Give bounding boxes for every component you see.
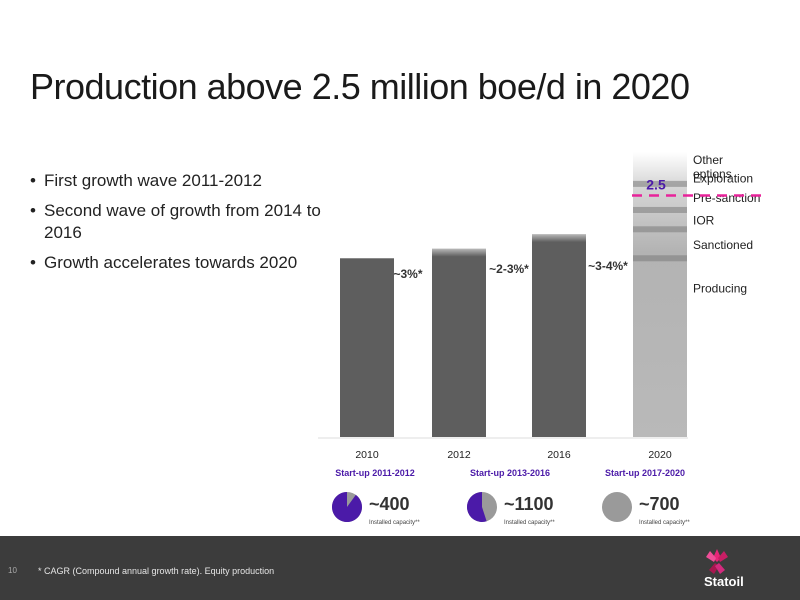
footer: 10 * CAGR (Compound annual growth rate).… [0,536,800,600]
legend-other-options: Other options [693,153,732,181]
bar-2016 [532,234,586,437]
legend-pre-sanction: Pre-sanction [693,191,760,205]
page-title: Production above 2.5 million boe/d in 20… [30,66,690,107]
x-tick-label: 2016 [547,449,571,461]
bullet-item: Second wave of growth from 2014 to 2016 [30,200,330,244]
bar-fade-2016 [532,228,586,243]
bullet-item: First growth wave 2011-2012 [30,170,330,192]
growth-label: ~3-4%* [588,259,628,273]
x-tick-label: 2010 [355,449,379,461]
production-chart: 2010 2012 2016 Producing Sanctioned IOR Pre-sa… [318,152,768,526]
growth-label: ~3%* [393,267,422,281]
bar-2020 [633,152,687,437]
startup-capacity-value: ~400 [369,494,410,514]
bullet-list: First growth wave 2011-2012 Second wave … [30,170,330,282]
x-tick-label: 2012 [447,449,471,461]
bullet-item: Growth accelerates towards 2020 [30,252,330,274]
bar-2012 [432,248,486,437]
startup-pie [602,492,632,522]
band-separator-3 [633,206,687,213]
band-separator-1 [633,255,687,262]
startup-pie-slice [467,492,487,523]
statoil-logo-icon [706,549,728,574]
legend-other-options-line: Other [693,153,723,167]
band-separator-4 [633,180,687,187]
startup-capacity-caption: Installed capacity** [639,520,690,526]
legend-exploration: Exploration [693,172,753,186]
startup-pie-slice [331,492,363,523]
legend-ior: IOR [693,214,715,228]
startup-label: Start-up 2011-2012 [335,468,415,478]
x-tick-label: 2020 [648,449,672,461]
logo-text: Statoil [704,574,744,589]
legend-sanctioned: Sanctioned [693,238,753,252]
startup-label: Start-up 2013-2016 [470,468,550,478]
startup-label: Start-up 2017-2020 [605,468,685,478]
bar-2010 [340,258,394,437]
target-label: 2.5 [646,176,666,192]
growth-label: ~2-3%* [489,262,529,276]
page-number: 10 [8,566,17,575]
startup-capacity-caption: Installed capacity** [369,520,420,526]
bar-fade-2012 [432,242,486,257]
startup-capacity-caption: Installed capacity** [504,520,555,526]
legend-other-options-line: options [693,167,732,181]
legend-producing: Producing [693,281,747,295]
footnote: * CAGR (Compound annual growth rate). Eq… [38,566,275,576]
startup-capacity-value: ~700 [639,494,680,514]
band-separator-2 [633,226,687,233]
startup-capacity-value: ~1100 [504,494,554,514]
